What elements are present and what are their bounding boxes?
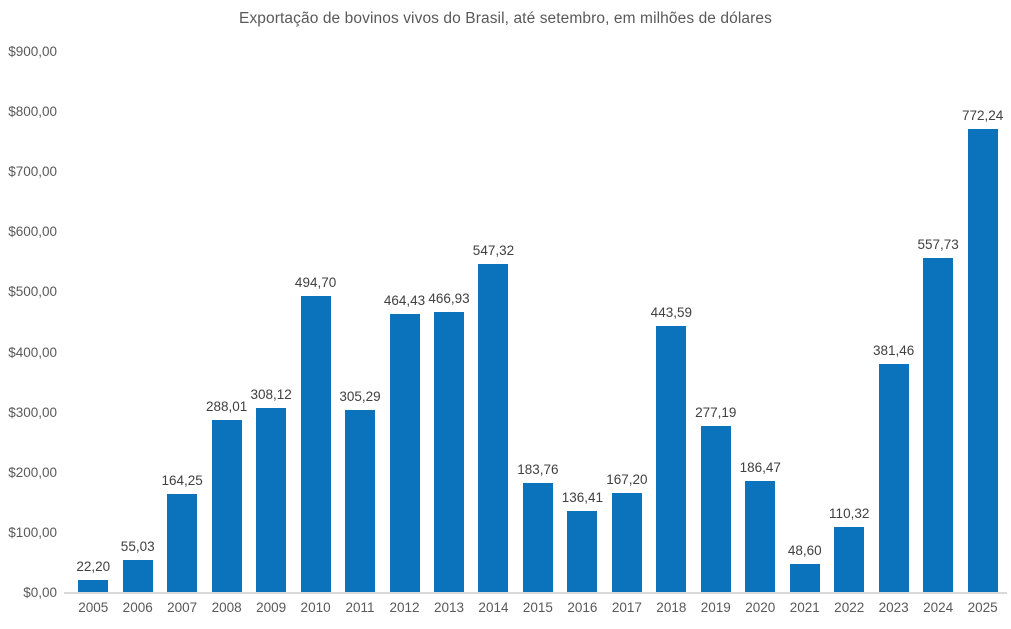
x-tick-label: 2005 [78,600,109,615]
bar-column-2025: 772,24 2025 [960,52,1004,615]
y-axis: $0,00 $100,00 $200,00 $300,00 $400,00 $500,00… [0,0,57,629]
bar-value-label: 22,20 [76,558,111,574]
bar-value-label: 308,12 [250,386,292,402]
bar-value-label: 55,03 [120,538,155,554]
x-tick-label: 2024 [923,600,954,615]
x-tick-label: 2022 [834,600,865,615]
bar-value-label: 136,41 [561,490,604,506]
bar-column-2005: 22,20 2005 [71,52,115,615]
y-tick-label: $200,00 [8,464,57,480]
y-tick-label: $700,00 [8,164,57,180]
bar-value-label: 464,43 [383,292,426,308]
bar-column-2008: 288,01 2008 [204,52,248,615]
plot-area: 22,20 2005 55,03 2006 164,25 2007 288,01 2008 30… [71,52,1005,616]
bar-column-2009: 308,12 2009 [249,52,293,615]
bar-2023 [878,363,909,593]
bar-column-2010: 494,70 2010 [293,52,337,615]
bar-value-label: 288,01 [205,398,248,414]
bar-column-2015: 183,76 2015 [516,52,560,615]
bar-value-label: 48,60 [787,542,822,558]
bar-2009 [256,407,287,593]
x-tick-label: 2025 [967,600,998,615]
x-tick-label: 2014 [478,600,509,615]
bar-column-2018: 443,59 2018 [649,52,693,615]
bar-2017 [611,492,642,593]
y-tick-label: $400,00 [8,344,57,360]
y-tick-label: $600,00 [8,224,57,240]
y-tick-label: $0,00 [23,585,57,600]
bar-value-label: 164,25 [161,473,203,489]
bar-2019 [700,426,731,593]
x-tick-label: 2010 [300,600,331,615]
x-tick-label: 2023 [878,600,909,615]
x-tick-label: 2020 [745,600,776,615]
x-tick-label: 2012 [389,600,420,615]
x-tick-label: 2007 [167,600,198,615]
x-tick-label: 2018 [656,600,687,615]
bar-column-2014: 547,32 2014 [471,52,515,615]
x-tick-label: 2015 [522,600,553,615]
bar-2020 [745,480,776,593]
x-axis-line [64,592,1007,594]
bar-2018 [656,326,687,593]
bar-column-2006: 55,03 2006 [115,52,159,615]
bar-column-2023: 381,46 2023 [871,52,915,615]
bar-column-2017: 167,20 2017 [605,52,649,616]
bar-value-label: 547,32 [472,243,515,258]
bar-2006 [122,559,153,593]
x-tick-label: 2008 [211,600,242,615]
bar-column-2016: 136,41 2016 [560,52,604,615]
bar-2016 [567,511,598,593]
bar-2014 [478,264,509,593]
bar-column-2019: 277,19 2019 [694,52,738,615]
bar-2021 [789,563,820,593]
x-tick-label: 2011 [345,600,375,615]
x-tick-label: 2016 [567,600,598,615]
bar-value-label: 277,19 [695,405,737,421]
bar-2007 [167,494,198,593]
bar-value-label: 381,46 [873,342,915,358]
x-tick-label: 2019 [700,600,731,615]
bar-2012 [389,313,420,593]
bar-column-2012: 464,43 2012 [382,52,426,615]
x-tick-label: 2009 [256,600,287,615]
bar-2015 [522,482,553,593]
bar-value-label: 110,32 [829,505,870,521]
bar-value-label: 186,47 [739,459,781,475]
bar-column-2013: 466,93 2013 [427,52,471,615]
bar-column-2021: 48,60 2021 [783,52,827,615]
bar-2024 [923,257,954,593]
x-tick-label: 2013 [433,600,465,615]
y-tick-label: $500,00 [8,284,57,300]
bar-value-label: 466,93 [428,291,470,307]
bar-2011 [345,409,376,593]
y-tick-label: $100,00 [8,524,57,540]
x-tick-label: 2006 [122,600,153,615]
bar-column-2011: 305,29 2011 [338,52,382,616]
bar-column-2007: 164,25 2007 [160,52,204,615]
bar-value-label: 443,59 [650,305,692,321]
x-tick-label: 2017 [611,600,642,615]
bar-column-2020: 186,47 2020 [738,52,782,615]
y-tick-label: $300,00 [8,404,57,420]
bar-2013 [433,312,464,593]
bar-2010 [300,295,331,593]
bar-value-label: 557,73 [917,236,959,252]
bar-value-label: 183,76 [517,461,559,477]
bar-value-label: 772,24 [961,107,1004,123]
y-tick-label: $900,00 [8,44,57,59]
bar-value-label: 305,29 [339,388,381,404]
chart-title: Exportação de bovinos vivos do Brasil, a… [239,10,772,27]
bar-value-label: 494,70 [294,274,337,290]
y-tick-label: $800,00 [8,104,57,120]
bar-2005 [78,579,109,593]
bar-2008 [211,419,242,593]
bar-value-label: 167,20 [606,471,648,487]
x-tick-label: 2021 [789,600,820,615]
bar-2022 [834,526,865,593]
bar-column-2022: 110,32 2022 [827,52,871,615]
bar-2025 [967,128,998,593]
bar-column-2024: 557,73 2024 [916,52,960,615]
